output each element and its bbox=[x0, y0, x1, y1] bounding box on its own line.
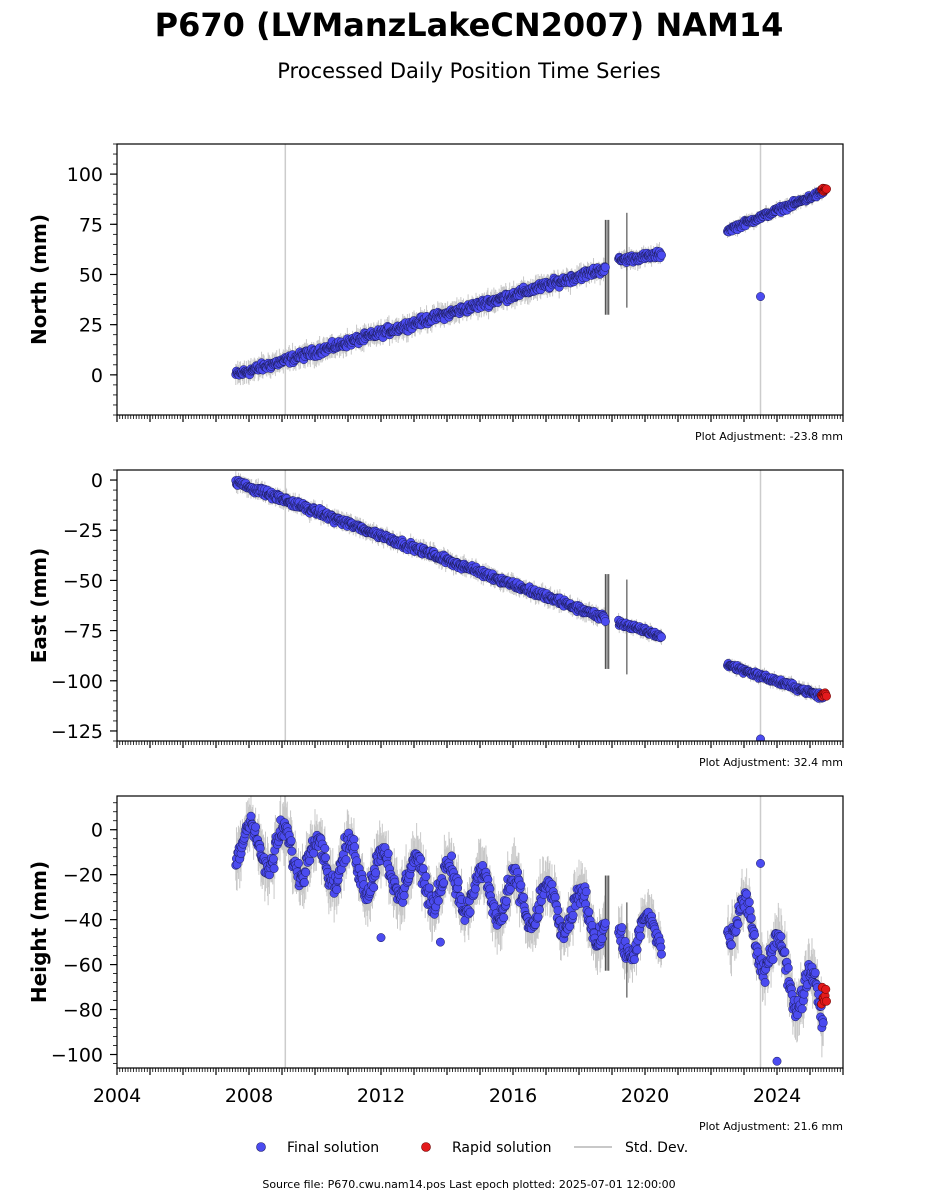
final-point bbox=[246, 811, 256, 821]
final-point bbox=[383, 849, 393, 859]
y-axis-label: North (mm) bbox=[27, 214, 51, 345]
final-point bbox=[453, 877, 463, 887]
panel-frame bbox=[116, 143, 844, 416]
final-point bbox=[268, 854, 278, 864]
y-tick-label: −75 bbox=[63, 621, 103, 643]
panel-frame bbox=[116, 469, 844, 742]
plot-adjustment-note: Plot Adjustment: -23.8 mm bbox=[695, 430, 843, 443]
final-point bbox=[332, 885, 342, 895]
final-point bbox=[600, 262, 610, 272]
final-point bbox=[465, 907, 475, 917]
panels-group: 0 25 50 75 100 North (mm) Plot Adjustment: -23… bbox=[27, 143, 844, 1133]
y-tick-label: 100 bbox=[67, 164, 103, 186]
y-tick-label: 0 bbox=[91, 470, 103, 492]
final-point bbox=[433, 896, 443, 906]
final-point bbox=[657, 250, 666, 260]
final-point bbox=[287, 846, 297, 856]
final-point bbox=[321, 853, 331, 863]
final-point bbox=[657, 632, 666, 642]
final-point bbox=[352, 856, 362, 866]
final-point bbox=[447, 851, 457, 861]
panel-2: −125 −100 −75 −50 −25 0 East (mm) Plot Adjustme… bbox=[27, 469, 844, 769]
final-point bbox=[600, 617, 610, 626]
final-point bbox=[350, 842, 360, 852]
final-point bbox=[341, 855, 351, 865]
final-point bbox=[418, 864, 428, 873]
y-tick-label: −25 bbox=[63, 520, 103, 542]
plot-adjustment-note: Plot Adjustment: 32.4 mm bbox=[699, 756, 843, 769]
final-point bbox=[371, 868, 381, 878]
final-point-outlier bbox=[756, 292, 765, 302]
final-point bbox=[499, 913, 509, 923]
y-tick-label: −50 bbox=[63, 570, 103, 592]
final-point bbox=[460, 915, 470, 925]
final-point bbox=[533, 912, 543, 922]
y-tick-label: −125 bbox=[51, 721, 103, 743]
y-tick-label: 25 bbox=[79, 315, 103, 337]
figure-subtitle: Processed Daily Position Time Series bbox=[277, 59, 661, 83]
final-point-outlier bbox=[756, 734, 765, 741]
panel-plot-area bbox=[231, 796, 831, 1068]
final-point bbox=[299, 878, 309, 887]
final-point bbox=[301, 867, 311, 877]
final-point bbox=[470, 884, 480, 894]
final-point bbox=[421, 872, 431, 882]
final-point bbox=[416, 854, 426, 864]
final-point bbox=[399, 891, 409, 901]
final-point bbox=[269, 864, 279, 873]
final-point bbox=[424, 883, 434, 893]
panel-plot-area bbox=[231, 144, 831, 415]
y-axis-label: East (mm) bbox=[27, 548, 51, 664]
final-point bbox=[534, 905, 544, 915]
y-tick-label: 0 bbox=[91, 365, 103, 387]
figure-title: P670 (LVManzLakeCN2007) NAM14 bbox=[155, 6, 784, 44]
final-point bbox=[516, 880, 526, 890]
panel-plot-area bbox=[231, 470, 831, 741]
final-point bbox=[320, 844, 330, 853]
panel-1: 0 25 50 75 100 North (mm) Plot Adjustment: -23… bbox=[27, 143, 844, 443]
y-tick-label: 75 bbox=[79, 214, 103, 236]
rapid-point bbox=[822, 184, 831, 194]
final-point bbox=[501, 896, 511, 906]
rapid-point bbox=[822, 691, 831, 701]
final-point bbox=[251, 822, 261, 832]
final-point bbox=[294, 858, 303, 868]
y-tick-label: −100 bbox=[51, 671, 103, 693]
final-point bbox=[439, 878, 449, 888]
final-point bbox=[286, 836, 296, 846]
final-point bbox=[519, 892, 529, 902]
y-tick-label: 50 bbox=[79, 264, 103, 286]
final-point bbox=[369, 882, 379, 892]
